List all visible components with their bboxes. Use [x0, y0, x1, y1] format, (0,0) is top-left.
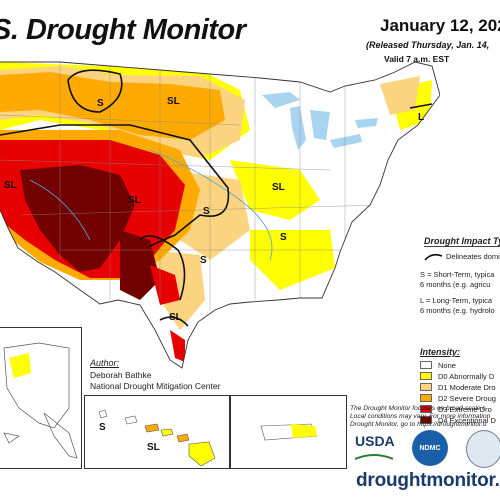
hawaii-label-sl: SL — [147, 442, 160, 453]
release-date: (Released Thursday, Jan. 14, — [366, 40, 490, 50]
intensity-swatch — [420, 372, 432, 380]
note-line-3: Drought Monitor, go to https://droughtmo… — [350, 421, 487, 428]
author-organization: National Drought Mitigation Center — [90, 381, 221, 391]
author-label: Author: — [90, 358, 120, 368]
alaska-map — [3, 342, 78, 459]
impact-label-sl: SL — [167, 96, 180, 107]
map-date: January 12, 202 — [380, 16, 500, 35]
impact-short-term-text: S = Short-Term, typica — [420, 270, 495, 279]
intensity-swatch — [420, 416, 432, 424]
impact-legend-title: Drought Impact Ty — [424, 236, 500, 247]
impact-label-sl: SL — [272, 182, 285, 193]
impact-label-l: L — [418, 112, 424, 123]
usda-swoosh-icon — [354, 454, 394, 460]
intensity-label: D2 Severe Droug — [438, 393, 496, 403]
impact-long-term-text: L = Long-Term, typica — [420, 296, 493, 305]
footer-note: The Drought Monitor focuses on broad-sca… — [350, 405, 500, 429]
impact-short-term-detail: 6 months (e.g. agricu — [420, 280, 491, 289]
hawaii-inset: S SL — [84, 395, 230, 469]
valid-time: Valid 7 a.m. EST — [384, 54, 450, 64]
impact-label-sl: SL — [128, 195, 141, 206]
intensity-label: D1 Moderate Dro — [438, 382, 496, 392]
delineates-line-icon — [424, 253, 443, 261]
impact-label-s: S — [200, 255, 207, 266]
impact-label-s: S — [203, 206, 210, 217]
hawaii-label-s: S — [99, 422, 106, 433]
impact-label-s: S — [280, 232, 287, 243]
ndmc-logo: NDMC — [412, 430, 448, 466]
intensity-legend-title: Intensity: — [420, 347, 461, 357]
author-name: Deborah Bathke — [90, 370, 152, 380]
intensity-legend-item: D1 Moderate Dro — [420, 382, 496, 392]
impact-delineates-text: Delineates domi — [446, 252, 500, 261]
intensity-legend-item: None — [420, 360, 456, 370]
noaa-seal-icon — [466, 430, 500, 468]
intensity-label: None — [438, 360, 456, 370]
puerto-rico-map — [260, 423, 318, 441]
impact-label-sl: SL — [169, 312, 182, 323]
website-url[interactable]: droughtmonitor.un — [356, 470, 500, 491]
impact-long-term-detail: 6 months (e.g. hydrolo — [420, 306, 495, 315]
usda-logo: USDA — [354, 433, 395, 460]
impact-label-s: S — [97, 98, 104, 109]
drought-map: S SL SL SL S SL S S SL L — [0, 61, 440, 369]
note-line-1: The Drought Monitor focuses on broad-sca… — [350, 405, 486, 412]
map-title: S. Drought Monitor — [0, 14, 246, 46]
intensity-label: D0 Abnormally D — [438, 371, 495, 381]
puerto-rico-inset — [230, 395, 347, 469]
intensity-swatch — [420, 405, 432, 413]
alaska-inset — [0, 327, 82, 469]
ndmc-logo-text: NDMC — [419, 444, 441, 452]
intensity-label: D4 Exceptional D — [438, 415, 496, 425]
note-line-2: Local conditions may vary. For more info… — [350, 413, 491, 420]
intensity-legend-item: D0 Abnormally D — [420, 371, 494, 381]
intensity-legend-item: D4 Exceptional D — [420, 415, 496, 425]
usda-logo-text: USDA — [355, 433, 395, 449]
intensity-legend-item: D3 Extreme Dro — [420, 404, 492, 414]
intensity-label: D3 Extreme Dro — [438, 404, 492, 414]
intensity-swatch — [420, 361, 432, 369]
intensity-swatch — [420, 383, 432, 391]
intensity-swatch — [420, 394, 432, 402]
impact-label-sl: SL — [4, 180, 17, 191]
intensity-legend-item: D2 Severe Droug — [420, 393, 496, 403]
hawaii-map: S SL — [98, 409, 216, 467]
